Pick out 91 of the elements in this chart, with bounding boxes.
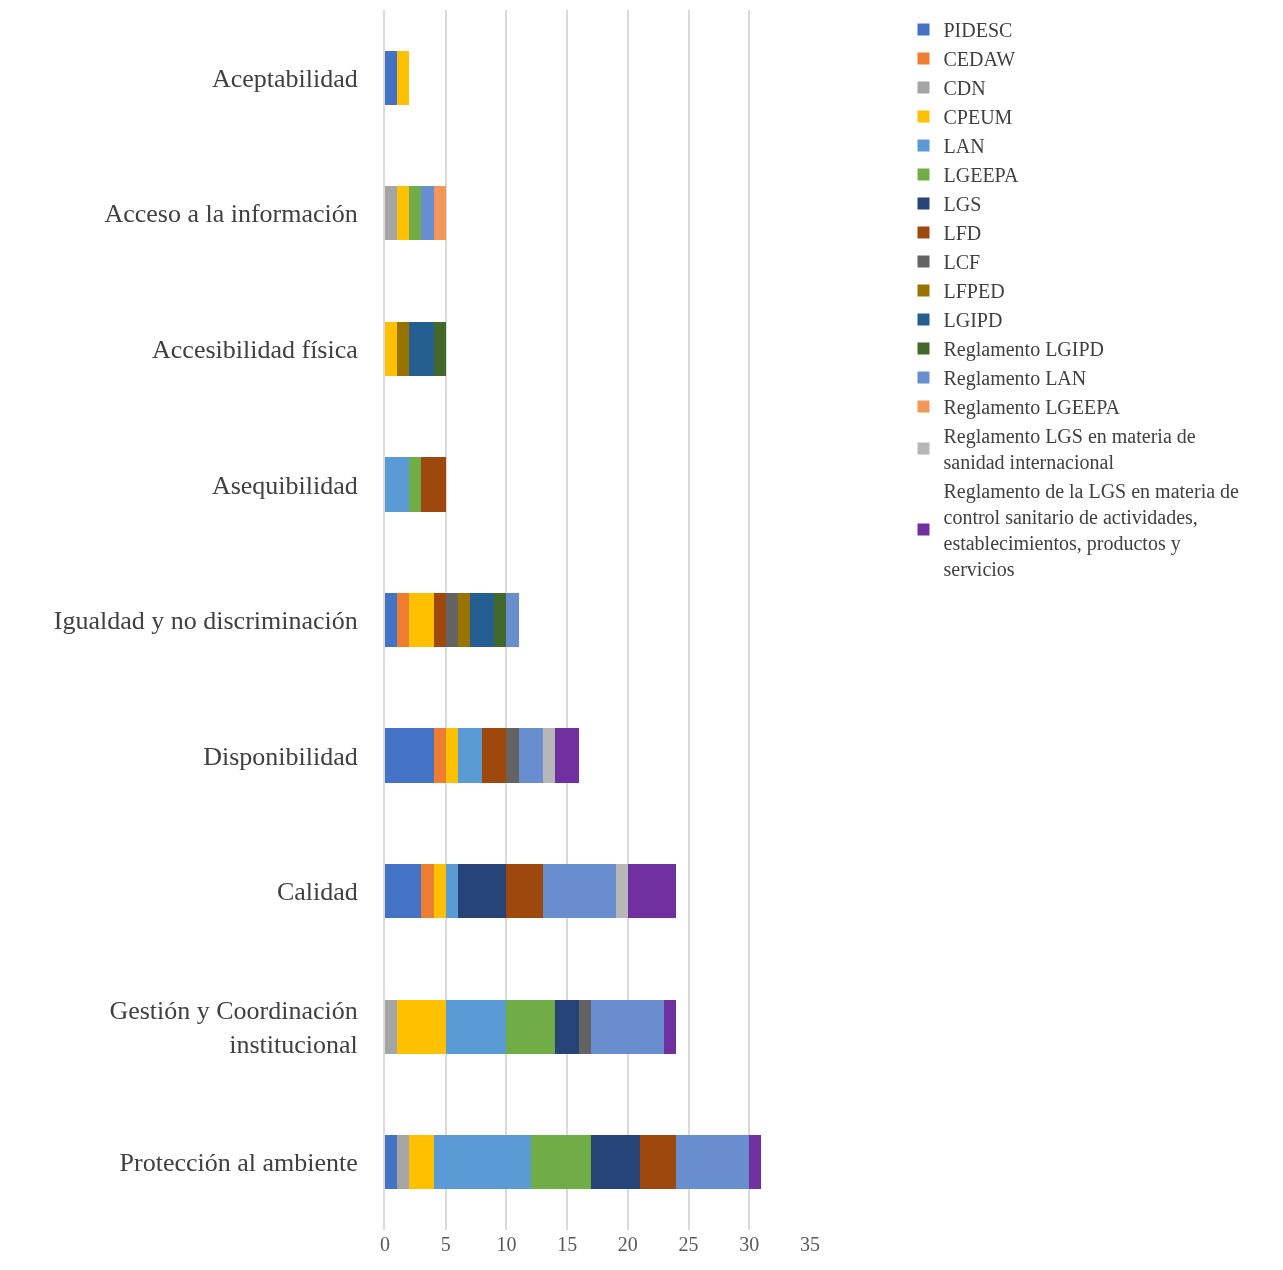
- bar: [409, 1135, 434, 1190]
- y-tick-label: Calidad: [276, 877, 358, 907]
- bar: [433, 864, 446, 919]
- legend-label: Reglamento LGEEPA: [943, 396, 1121, 420]
- legend-label: Reglamento LGS en materia de sanidad internacional: [943, 425, 1196, 474]
- y-tick-label: Accesibilidad física: [152, 334, 359, 364]
- legend-label: CDN: [943, 77, 986, 100]
- bar: [542, 864, 616, 919]
- bar: [385, 186, 398, 241]
- bar: [506, 592, 519, 648]
- bar: [445, 999, 507, 1054]
- bar: [433, 186, 446, 241]
- x-tick-label: 5: [440, 1233, 451, 1255]
- legend-label: CPEUM: [943, 106, 1013, 129]
- bar: [494, 592, 507, 648]
- bar: [627, 864, 677, 919]
- bar: [433, 321, 446, 376]
- legend-label: CEDAW: [943, 48, 1016, 71]
- bar: [676, 1135, 750, 1190]
- bar: [445, 592, 458, 648]
- bar: [445, 864, 458, 919]
- x-tick-label: 35: [800, 1233, 820, 1255]
- bar: [591, 999, 665, 1054]
- legend-label: LGEEPA: [943, 164, 1019, 187]
- bar: [433, 728, 446, 783]
- x-tick-label: 20: [617, 1233, 638, 1255]
- bar: [409, 457, 422, 512]
- legend-label: PIDESC: [943, 19, 1013, 42]
- bar: [421, 864, 434, 919]
- bar: [445, 728, 458, 783]
- legend-label: LCF: [943, 251, 981, 274]
- bar: [542, 728, 555, 783]
- y-tick-label: Protección al ambiente: [119, 1148, 358, 1178]
- bar: [664, 999, 677, 1054]
- bar: [506, 999, 555, 1054]
- legend-label: Reglamento LAN: [943, 367, 1087, 391]
- bar: [397, 1135, 410, 1190]
- bar: [457, 728, 483, 783]
- legend-label: LGIPD: [943, 309, 1003, 332]
- x-tick-label: 0: [380, 1233, 390, 1255]
- legend-label: LGS: [943, 193, 982, 216]
- bar: [433, 1135, 531, 1190]
- bar: [397, 50, 410, 105]
- y-tick-label: Gestión y Coordinación institucional: [109, 995, 358, 1059]
- bar: [640, 1135, 677, 1190]
- legend-label: Reglamento de la LGS en materia de control sanitario de actividades, establecimientos, productos y servicios: [943, 480, 1240, 581]
- bar: [506, 728, 519, 783]
- bar: [385, 457, 410, 512]
- bar: [433, 592, 446, 648]
- bar: [591, 1135, 640, 1190]
- bar: [615, 864, 628, 919]
- bar: [749, 1135, 762, 1190]
- bar: [409, 321, 434, 376]
- bar: [530, 1135, 592, 1190]
- x-tick-label: 25: [678, 1233, 699, 1255]
- bar: [385, 728, 434, 783]
- legend-label: LFPED: [943, 280, 1005, 303]
- y-tick-label: Acceso a la información: [104, 199, 358, 229]
- bar: [421, 186, 434, 241]
- bar: [457, 864, 507, 919]
- legend-label: LFD: [943, 222, 982, 245]
- bar: [397, 186, 410, 241]
- bar: [385, 999, 398, 1054]
- bar: [397, 321, 410, 376]
- legend-label: LAN: [943, 135, 985, 158]
- bar: [470, 592, 495, 648]
- bar: [555, 999, 580, 1054]
- bar: [506, 864, 543, 919]
- x-tick-label: 10: [496, 1233, 517, 1255]
- x-tick-label: 30: [739, 1233, 760, 1255]
- bar: [397, 592, 410, 648]
- bar: [385, 50, 398, 105]
- bar: [457, 592, 470, 648]
- bar: [385, 321, 398, 376]
- bar: [385, 592, 398, 648]
- y-tick-label: Disponibilidad: [203, 741, 358, 771]
- bar: [409, 592, 434, 648]
- bar: [397, 999, 446, 1054]
- legend-label: Reglamento LGIPD: [943, 338, 1105, 362]
- bar: [555, 728, 580, 783]
- bar: [482, 728, 507, 783]
- bar: [421, 457, 446, 512]
- x-tick-label: 15: [557, 1233, 578, 1255]
- y-tick-label: Igualdad y no discriminación: [53, 606, 358, 636]
- bar: [409, 186, 422, 241]
- y-tick-label: Asequibilidad: [211, 470, 358, 500]
- y-tick-label: Aceptabilidad: [211, 63, 358, 93]
- bar: [385, 864, 422, 919]
- bar: [579, 999, 592, 1054]
- bar: [385, 1135, 398, 1190]
- bar: [518, 728, 543, 783]
